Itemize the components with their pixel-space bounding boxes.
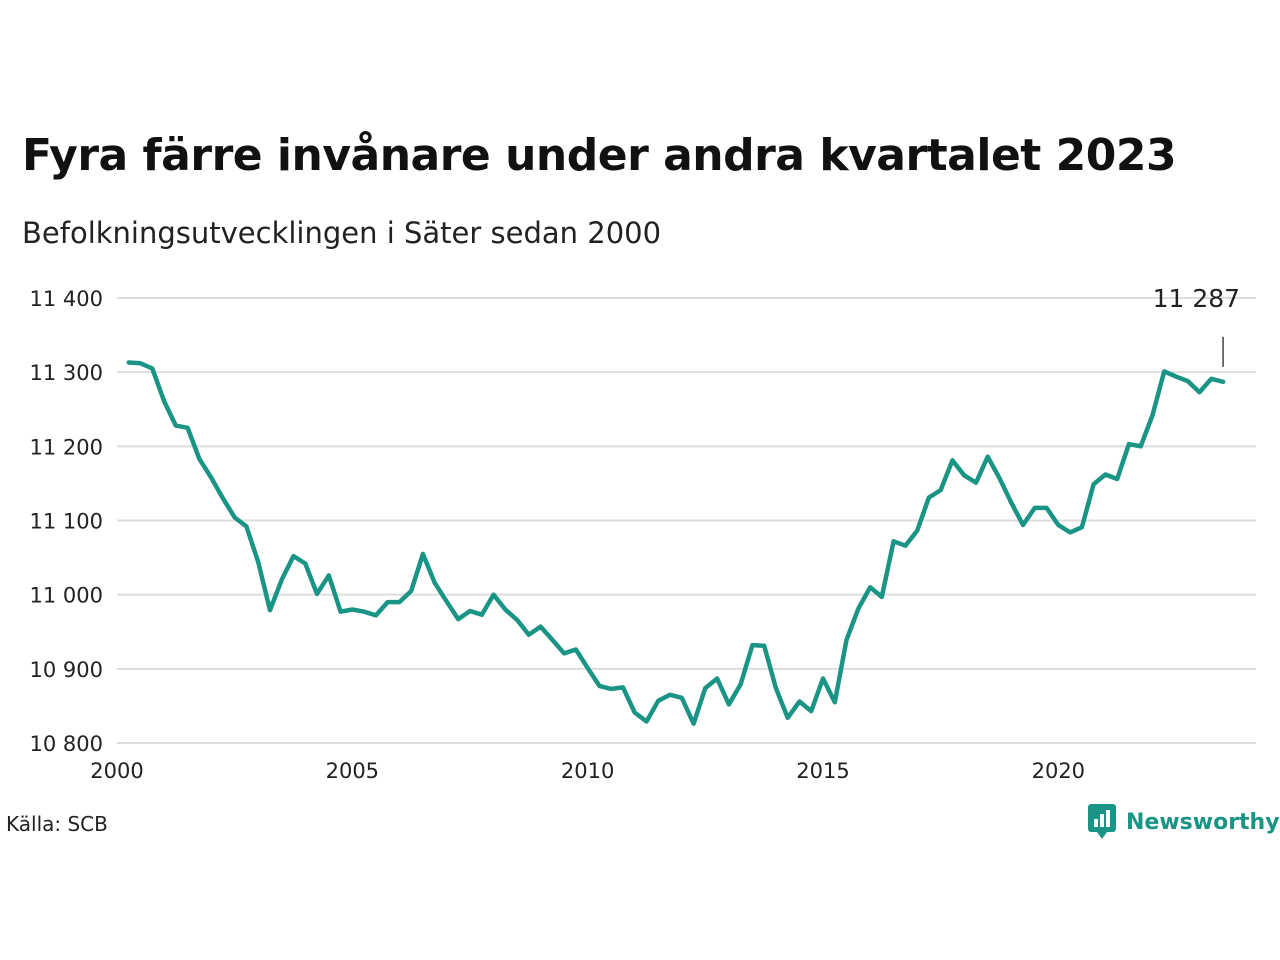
newsworthy-logo-icon [1088, 804, 1116, 839]
y-tick-label: 11 200 [30, 435, 103, 459]
y-tick-label: 10 900 [30, 658, 103, 682]
x-tick-label: 2015 [796, 759, 849, 783]
annotation-label: 11 287 [1153, 284, 1240, 313]
chart-subtitle: Befolkningsutvecklingen i Säter sedan 20… [22, 216, 662, 250]
y-tick-label: 11 400 [30, 287, 103, 311]
y-tick-label: 10 800 [30, 732, 103, 756]
newsworthy-logo-text: Newsworthy [1126, 809, 1280, 835]
y-tick-label: 11 100 [30, 510, 103, 534]
x-tick-label: 2005 [326, 759, 379, 783]
gridlines [117, 297, 1256, 744]
chart-title: Fyra färre invånare under andra kvartale… [22, 130, 1177, 181]
y-tick-label: 11 300 [30, 361, 103, 385]
source-label: Källa: SCB [6, 812, 108, 836]
x-tick-label: 2020 [1032, 759, 1085, 783]
x-tick-label: 2000 [90, 759, 143, 783]
y-tick-label: 11 000 [30, 584, 103, 608]
x-tick-label: 2010 [561, 759, 614, 783]
newsworthy-logo[interactable]: Newsworthy [1088, 804, 1280, 840]
x-axis-tick-labels: 2000 2005 2010 2015 2020 [90, 759, 1085, 783]
series-line-0 [126, 360, 1226, 726]
series-layer [126, 360, 1226, 726]
y-axis-tick-labels: 10 800 10 900 11 000 11 100 11 200 11 300 11 4… [30, 287, 103, 756]
annotation-layer: 11 287 [1153, 284, 1240, 367]
